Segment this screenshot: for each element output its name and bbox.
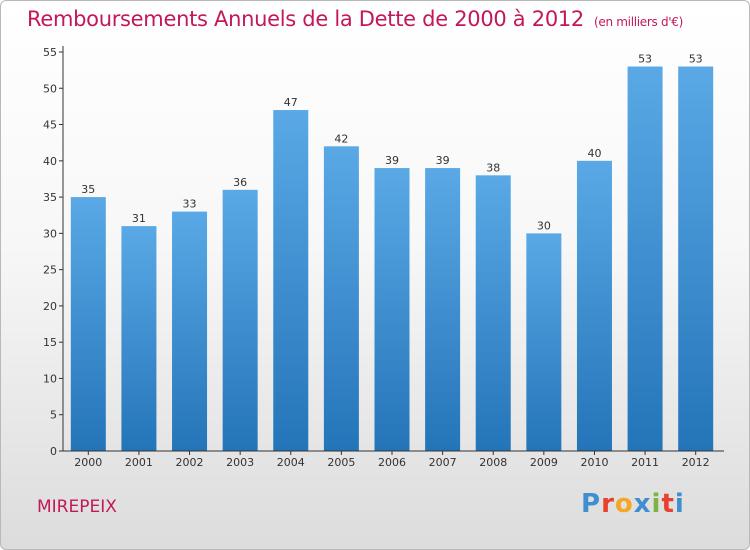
data-label: 39 xyxy=(385,154,399,167)
chart-title-text: Remboursements Annuels de la Dette de 20… xyxy=(27,7,584,31)
bar xyxy=(627,66,663,451)
y-tick-label: 40 xyxy=(43,155,57,168)
axes-group xyxy=(59,46,724,455)
y-tick-label: 50 xyxy=(43,82,57,95)
bar xyxy=(374,168,410,451)
logo-letter: P xyxy=(581,489,602,519)
x-tick-label: 2011 xyxy=(631,456,659,469)
data-label: 40 xyxy=(587,147,601,160)
chart-unit-note: (en milliers d'€) xyxy=(594,15,684,29)
y-tick-label: 5 xyxy=(50,409,57,422)
logo-letter: t xyxy=(661,489,675,519)
data-label: 53 xyxy=(638,53,652,66)
data-label: 33 xyxy=(183,198,197,211)
data-label: 38 xyxy=(486,161,500,174)
x-tick-label: 2000 xyxy=(74,456,102,469)
y-tick-label: 20 xyxy=(43,300,57,313)
bar xyxy=(172,211,208,451)
x-tick-label: 2002 xyxy=(176,456,204,469)
y-tick-label: 25 xyxy=(43,264,57,277)
bar xyxy=(70,197,106,451)
logo-letter: i xyxy=(651,489,662,519)
x-tick-label: 2007 xyxy=(429,456,457,469)
x-tick-label: 2004 xyxy=(277,456,305,469)
x-tick-label: 2008 xyxy=(479,456,507,469)
bar xyxy=(121,226,157,451)
bar xyxy=(425,168,461,451)
logo-letter: o xyxy=(614,489,634,519)
y-tick-label: 30 xyxy=(43,227,57,240)
y-tick-label: 10 xyxy=(43,372,57,385)
city-name: MIREPEIX xyxy=(37,497,117,517)
bar xyxy=(526,233,562,451)
bar xyxy=(273,110,309,451)
bars-group xyxy=(70,66,714,452)
logo-letter: i xyxy=(674,489,685,519)
data-label: 35 xyxy=(81,183,95,196)
data-label: 39 xyxy=(436,154,450,167)
chart-title: Remboursements Annuels de la Dette de 20… xyxy=(27,7,683,31)
y-tick-label: 15 xyxy=(43,336,57,349)
x-tick-label: 2005 xyxy=(327,456,355,469)
y-tick-label: 45 xyxy=(43,119,57,132)
data-label: 36 xyxy=(233,176,247,189)
data-label: 30 xyxy=(537,219,551,232)
y-tick-label: 55 xyxy=(43,46,57,59)
data-label: 42 xyxy=(334,132,348,145)
bar xyxy=(678,66,714,451)
bar xyxy=(323,146,359,452)
x-tick-label: 2012 xyxy=(682,456,710,469)
y-tick-label: 0 xyxy=(50,445,57,458)
labels-group: 3520003120013320023620034720044220053920… xyxy=(43,46,710,469)
logo-letter: x xyxy=(633,489,652,519)
x-tick-label: 2006 xyxy=(378,456,406,469)
data-label: 31 xyxy=(132,212,146,225)
proxiti-logo: Proxiti xyxy=(581,489,685,519)
data-label: 47 xyxy=(284,96,298,109)
x-tick-label: 2001 xyxy=(125,456,153,469)
x-tick-label: 2009 xyxy=(530,456,558,469)
logo-letter: r xyxy=(601,489,615,519)
data-label: 53 xyxy=(689,53,703,66)
x-tick-label: 2003 xyxy=(226,456,254,469)
x-tick-label: 2010 xyxy=(580,456,608,469)
bar xyxy=(475,175,511,451)
bar xyxy=(576,160,612,451)
bar xyxy=(222,189,258,451)
y-tick-label: 35 xyxy=(43,191,57,204)
